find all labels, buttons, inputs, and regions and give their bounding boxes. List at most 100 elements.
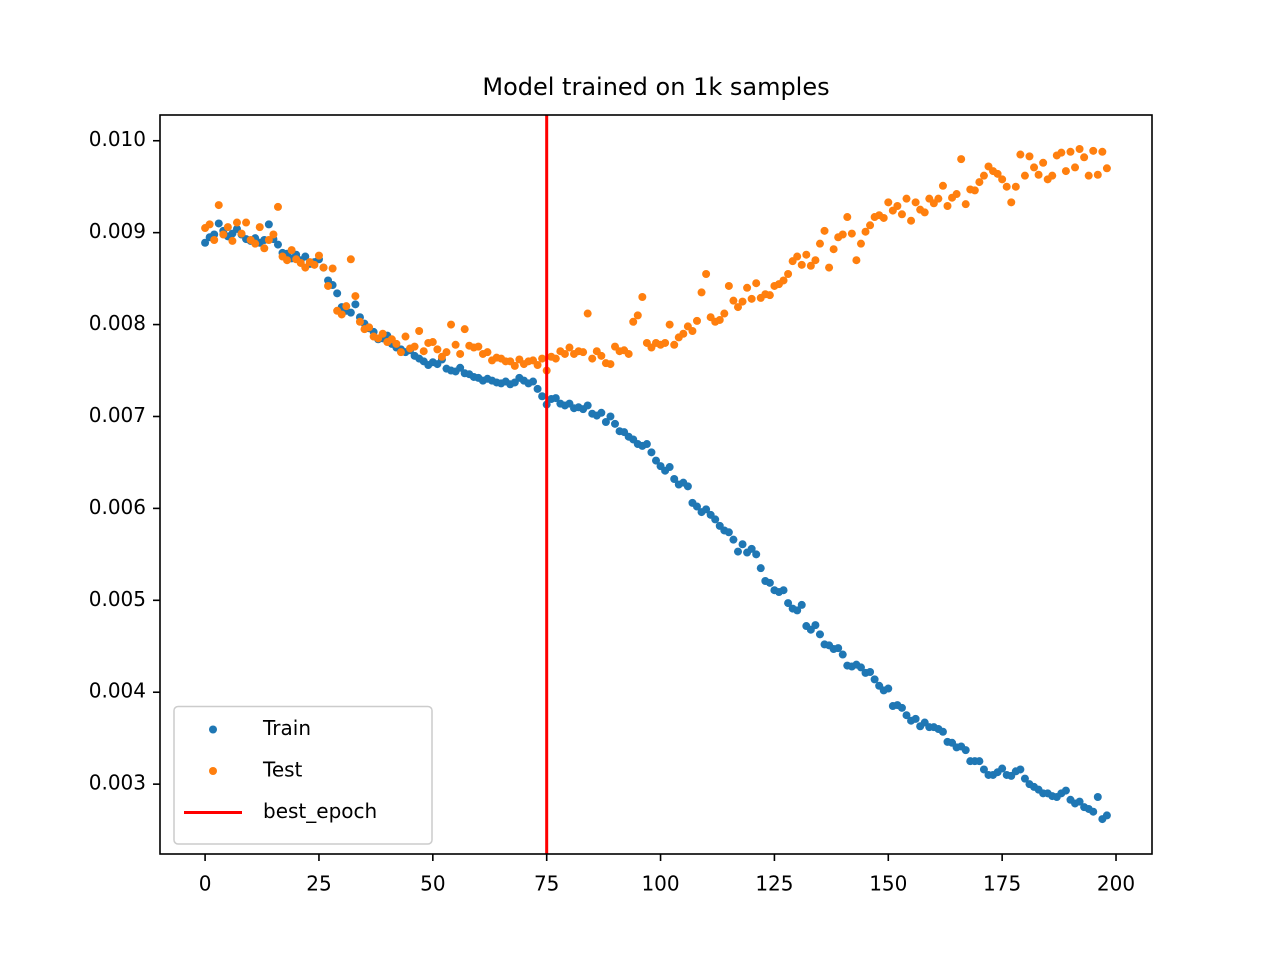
point: [1089, 807, 1098, 816]
point: [820, 226, 829, 235]
point: [784, 599, 793, 608]
point: [738, 297, 747, 306]
point: [825, 263, 834, 272]
point: [1066, 147, 1075, 156]
legend-marker: [209, 767, 217, 775]
point: [711, 515, 720, 524]
point: [319, 263, 328, 272]
legend-label: best_epoch: [263, 799, 377, 823]
point: [661, 338, 670, 347]
point: [1011, 182, 1020, 191]
point: [324, 281, 333, 290]
point: [1039, 158, 1048, 167]
point: [624, 349, 633, 358]
point: [346, 308, 355, 317]
point: [1020, 774, 1029, 783]
point: [1098, 147, 1107, 156]
point: [1075, 145, 1084, 154]
x-tick-label: 75: [534, 872, 559, 896]
point: [597, 351, 606, 360]
point: [342, 302, 351, 311]
chart-title: Model trained on 1k samples: [482, 73, 829, 101]
point: [474, 342, 483, 351]
point: [1089, 146, 1098, 155]
point: [911, 714, 920, 723]
point: [724, 528, 733, 537]
point: [310, 260, 319, 269]
point: [779, 586, 788, 595]
point: [838, 230, 847, 239]
point: [560, 349, 569, 358]
point: [797, 260, 806, 269]
point: [852, 256, 861, 265]
point: [856, 239, 865, 248]
plot-frame: [159, 114, 1153, 855]
point: [811, 621, 820, 630]
point: [538, 392, 547, 401]
legend-box: [173, 705, 433, 845]
point: [533, 361, 542, 370]
point: [1061, 167, 1070, 176]
point: [456, 363, 465, 372]
point: [460, 325, 469, 334]
point: [419, 347, 428, 356]
point: [273, 202, 282, 211]
point: [337, 310, 346, 319]
point: [779, 276, 788, 285]
point: [866, 221, 875, 230]
point: [802, 250, 811, 259]
point: [784, 270, 793, 279]
point: [333, 289, 342, 298]
point: [269, 230, 278, 239]
point: [702, 270, 711, 279]
x-tick-label: 100: [641, 872, 679, 896]
point: [843, 213, 852, 222]
point: [752, 279, 761, 288]
y-tick-label: 0.003: [89, 771, 146, 795]
point: [205, 220, 214, 229]
point: [866, 668, 875, 677]
point: [1034, 170, 1043, 179]
legend-label: Test: [262, 758, 303, 782]
y-tick-label: 0.004: [89, 679, 146, 703]
point: [897, 703, 906, 712]
y-tick-label: 0.008: [89, 311, 146, 335]
point: [1075, 797, 1084, 806]
point: [879, 213, 888, 222]
point: [647, 448, 656, 457]
point: [529, 377, 538, 386]
x-tick-label: 150: [869, 872, 907, 896]
point: [633, 311, 642, 320]
point: [415, 327, 424, 336]
point: [943, 201, 952, 210]
point: [551, 354, 560, 363]
point: [1093, 793, 1102, 802]
point: [629, 317, 638, 326]
point: [392, 339, 401, 348]
point: [720, 309, 729, 318]
point: [588, 354, 597, 363]
point: [957, 155, 966, 164]
point: [606, 412, 615, 421]
legend-marker: [209, 725, 217, 734]
point: [456, 349, 465, 358]
point: [934, 194, 943, 203]
point: [451, 340, 460, 349]
point: [1048, 171, 1057, 180]
point: [1080, 153, 1089, 162]
point: [893, 201, 902, 210]
point: [993, 169, 1002, 178]
point: [815, 239, 824, 248]
point: [756, 564, 765, 573]
point: [729, 535, 738, 544]
point: [952, 190, 961, 199]
point: [228, 236, 237, 245]
point: [752, 550, 761, 559]
y-tick-label: 0.007: [89, 403, 146, 427]
x-tick-label: 25: [306, 872, 331, 896]
point: [237, 229, 246, 238]
point: [834, 644, 843, 653]
point: [765, 578, 774, 587]
point: [998, 175, 1007, 184]
point: [733, 303, 742, 312]
